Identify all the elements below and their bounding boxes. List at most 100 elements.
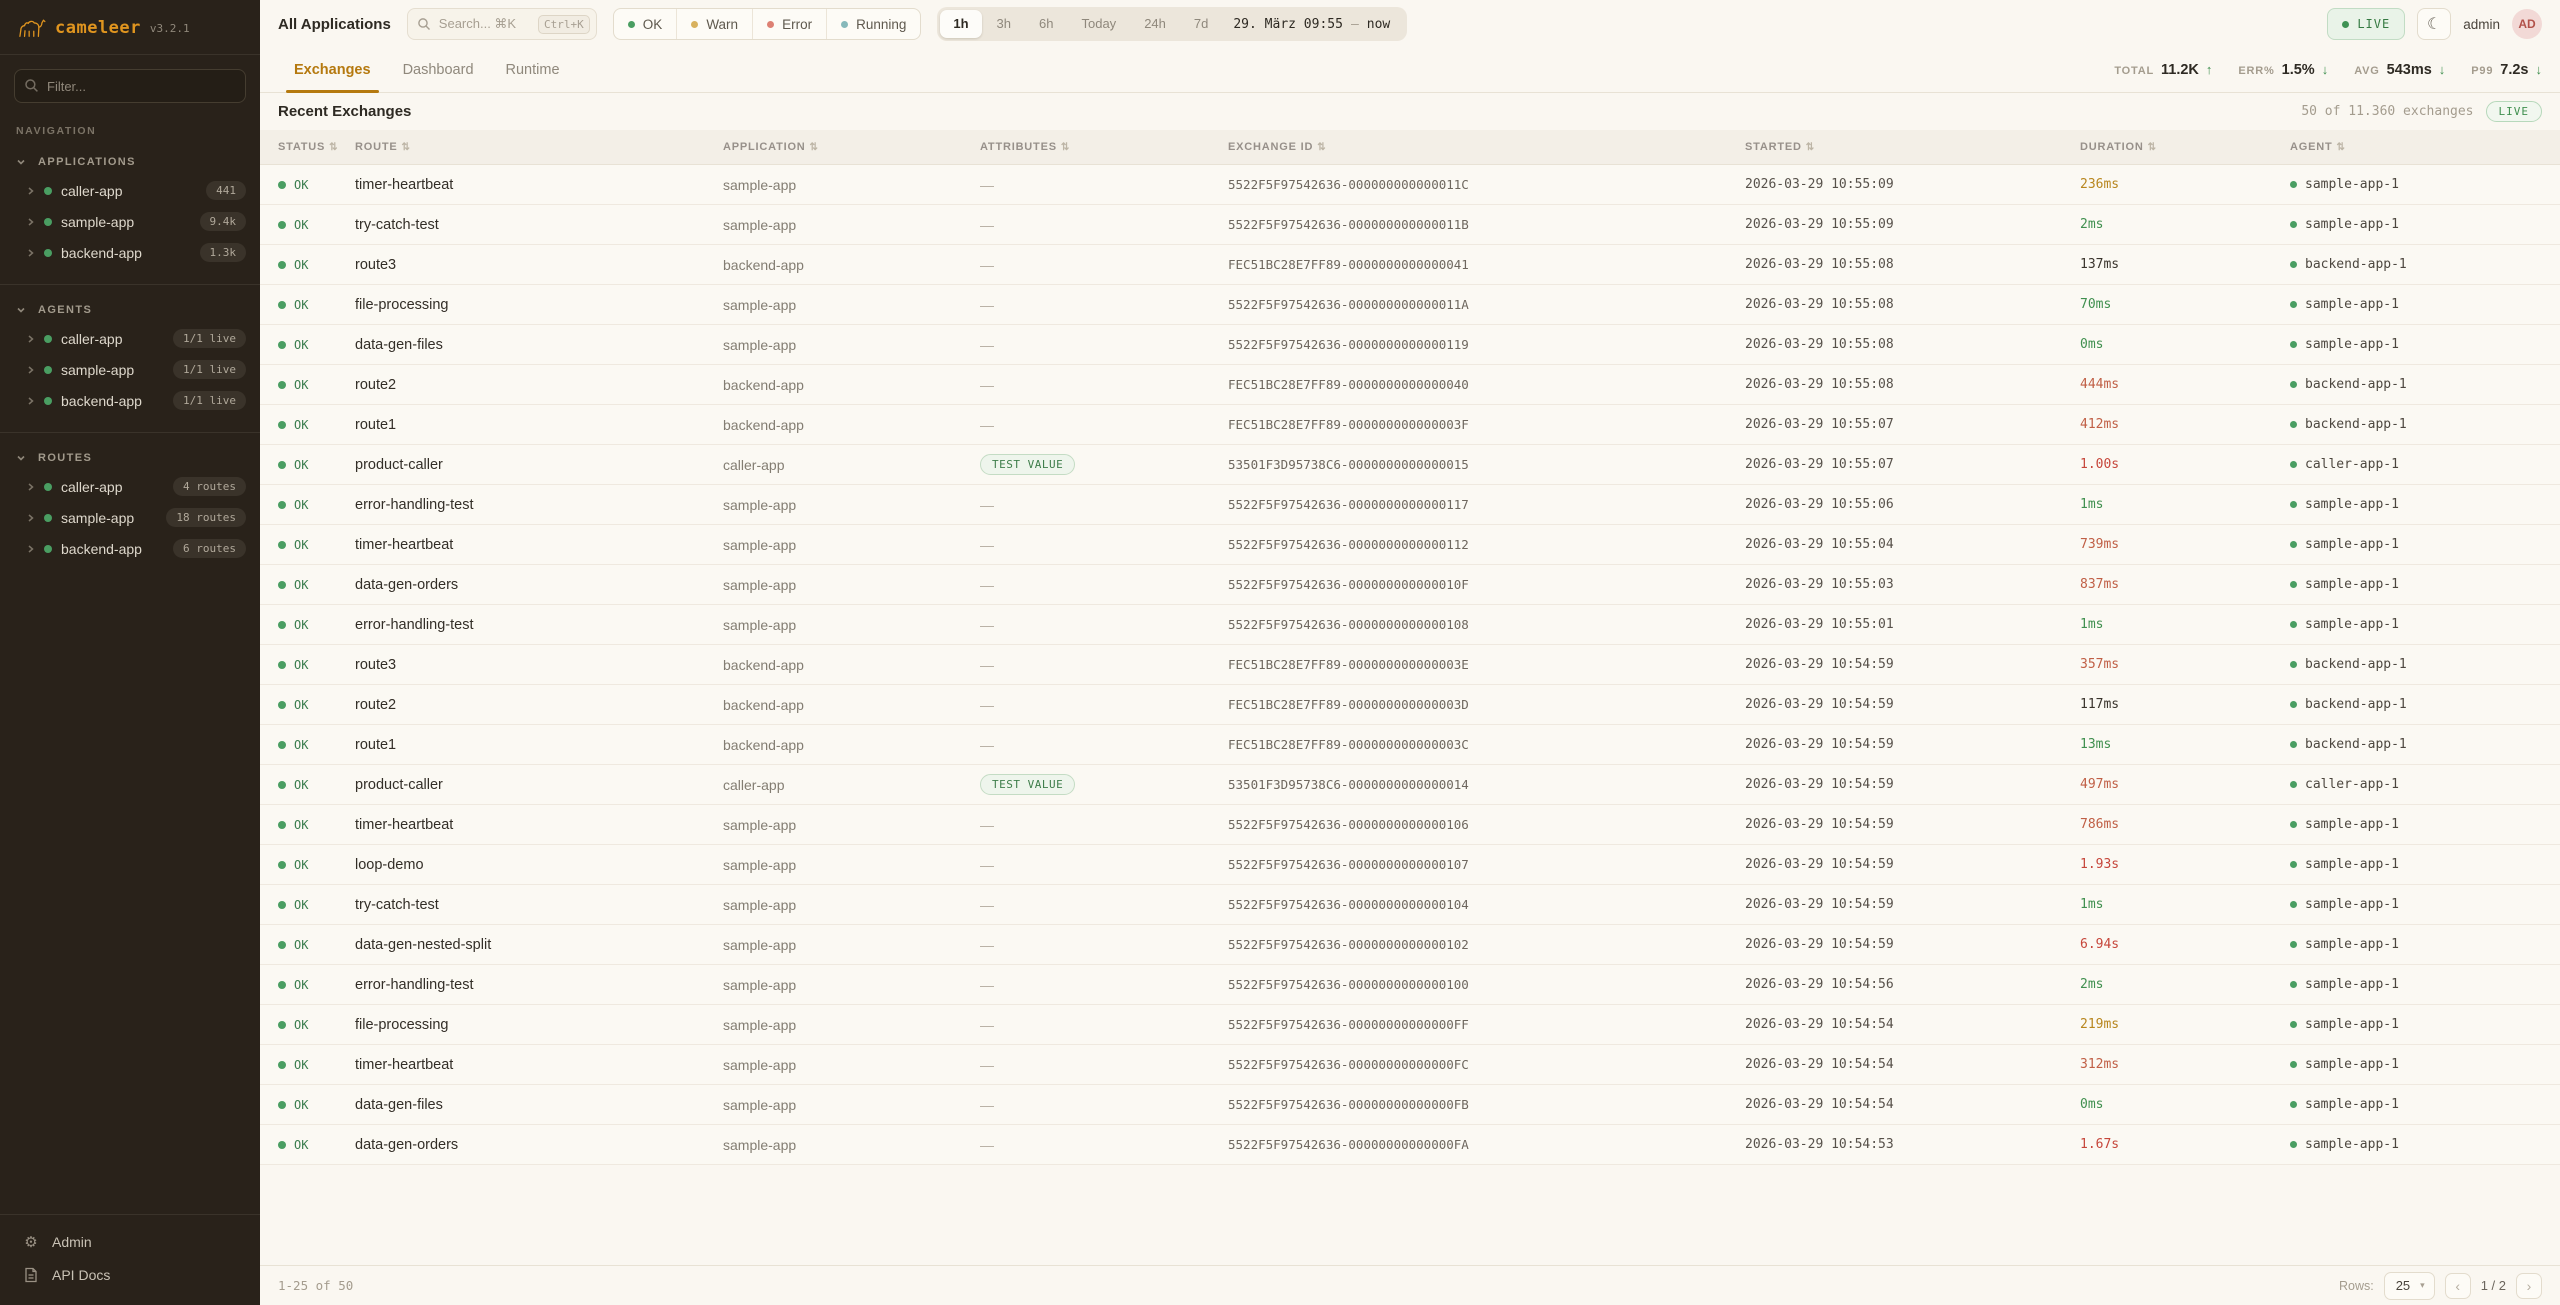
status-filter-running[interactable]: Running (826, 9, 920, 39)
attributes-cell: — (980, 176, 994, 193)
sidebar-item-backend-app[interactable]: backend-app 1/1 live (0, 385, 260, 416)
table-row[interactable]: OK file-processing sample-app — 5522F5F9… (260, 285, 2560, 325)
status-dot (44, 396, 52, 405)
sidebar-item-sample-app[interactable]: sample-app 9.4k (0, 206, 260, 237)
table-row[interactable]: OK timer-heartbeat sample-app — 5522F5F9… (260, 805, 2560, 845)
next-page-button[interactable]: › (2516, 1272, 2542, 1299)
table-row[interactable]: OK product-caller caller-app TEST VALUE … (260, 445, 2560, 485)
table-row[interactable]: OK timer-heartbeat sample-app — 5522F5F9… (260, 165, 2560, 205)
table-row[interactable]: OK try-catch-test sample-app — 5522F5F97… (260, 205, 2560, 245)
status-dot (278, 740, 286, 749)
route-cell: route3 (355, 256, 397, 273)
column-header-duration[interactable]: DURATION ⇅ (2080, 141, 2157, 153)
time-range-1h[interactable]: 1h (940, 10, 982, 38)
status-filter-ok[interactable]: OK (614, 9, 677, 39)
started-cell: 2026-03-29 10:55:08 (1745, 257, 1894, 272)
tab-runtime[interactable]: Runtime (505, 62, 560, 78)
exchange-id-cell: 5522F5F97542636-00000000000000FB (1228, 1097, 1469, 1112)
column-header-route[interactable]: ROUTE ⇅ (355, 141, 411, 153)
application-cell: sample-app (723, 296, 797, 313)
exchange-id-cell: 5522F5F97542636-00000000000000FA (1228, 1137, 1469, 1152)
column-header-status[interactable]: STATUS ⇅ (278, 141, 339, 153)
time-range-6h[interactable]: 6h (1039, 16, 1054, 31)
sidebar-item-caller-app[interactable]: caller-app 4 routes (0, 471, 260, 502)
sidebar-item-sample-app[interactable]: sample-app 1/1 live (0, 354, 260, 385)
agent-cell: backend-app-1 (2290, 697, 2560, 712)
previous-page-button[interactable]: ‹ (2444, 1272, 2471, 1299)
dark-mode-toggle[interactable]: ☾ (2417, 8, 2452, 40)
table-row[interactable]: OK timer-heartbeat sample-app — 5522F5F9… (260, 525, 2560, 565)
sidebar-item-backend-app[interactable]: backend-app 6 routes (0, 533, 260, 564)
status-cell: OK (278, 978, 355, 992)
time-range-7d[interactable]: 7d (1193, 16, 1209, 31)
table-row[interactable]: OK route2 backend-app — FEC51BC28E7FF89-… (260, 365, 2560, 405)
status-filter-error[interactable]: Error (752, 9, 826, 39)
table-row[interactable]: OK product-caller caller-app TEST VALUE … (260, 765, 2560, 805)
column-header-agent[interactable]: AGENT ⇅ (2290, 141, 2346, 153)
rows-per-page-select[interactable]: 25 ▾ (2383, 1271, 2435, 1300)
sidebar-group-agents[interactable]: AGENTS (0, 297, 260, 323)
table-row[interactable]: OK route1 backend-app — FEC51BC28E7FF89-… (260, 405, 2560, 445)
table-row[interactable]: OK file-processing sample-app — 5522F5F9… (260, 1005, 2560, 1045)
status-dot (278, 300, 286, 309)
divider (0, 54, 260, 55)
sidebar-item-api-docs[interactable]: API Docs (0, 1259, 260, 1291)
column-header-started[interactable]: STARTED ⇅ (1745, 141, 1815, 153)
route-cell: timer-heartbeat (355, 536, 454, 553)
column-header-application[interactable]: APPLICATION ⇅ (723, 141, 819, 153)
table-row[interactable]: OK data-gen-files sample-app — 5522F5F97… (260, 1085, 2560, 1125)
table-row[interactable]: OK route3 backend-app — FEC51BC28E7FF89-… (260, 245, 2560, 285)
filter-input[interactable] (14, 69, 246, 103)
route-cell: data-gen-nested-split (355, 936, 492, 953)
search-input[interactable]: Search... ⌘K Ctrl+K (406, 8, 597, 40)
live-toggle-button[interactable]: LIVE (2327, 8, 2406, 40)
sort-icon: ⇅ (809, 141, 819, 153)
sidebar-group-label: ROUTES (38, 452, 93, 464)
sidebar-item-caller-app[interactable]: caller-app 441 (0, 175, 260, 206)
table-row[interactable]: OK route2 backend-app — FEC51BC28E7FF89-… (260, 685, 2560, 725)
time-from: 29. März 09:55 (1233, 16, 1343, 32)
status-filter-warn[interactable]: Warn (676, 9, 752, 39)
sidebar-item-label: caller-app (61, 478, 123, 495)
status-cell: OK (278, 938, 355, 952)
table-row[interactable]: OK data-gen-nested-split sample-app — 55… (260, 925, 2560, 965)
table-row[interactable]: OK try-catch-test sample-app — 5522F5F97… (260, 885, 2560, 925)
table-row[interactable]: OK error-handling-test sample-app — 5522… (260, 485, 2560, 525)
tab-dashboard[interactable]: Dashboard (402, 62, 474, 78)
table-row[interactable]: OK timer-heartbeat sample-app — 5522F5F9… (260, 1045, 2560, 1085)
column-header-attributes[interactable]: ATTRIBUTES ⇅ (980, 141, 1071, 153)
sidebar-group-routes[interactable]: ROUTES (0, 445, 260, 471)
application-cell: backend-app (723, 256, 804, 273)
divider (0, 284, 260, 285)
time-range-24h[interactable]: 24h (1144, 16, 1166, 31)
time-range-display[interactable]: 29. März 09:55 — now (1223, 17, 1404, 32)
stat: AVG 543ms ↓ (2354, 62, 2445, 78)
sidebar-item-admin[interactable]: ⚙ Admin (0, 1225, 260, 1259)
avatar[interactable]: AD (2512, 9, 2542, 39)
time-range-today[interactable]: Today (1081, 16, 1117, 31)
column-header-exchange-id[interactable]: EXCHANGE ID ⇅ (1228, 141, 1327, 153)
stat-label: P99 (2471, 65, 2494, 77)
tab-exchanges[interactable]: Exchanges (278, 48, 387, 93)
table-row[interactable]: OK data-gen-orders sample-app — 5522F5F9… (260, 565, 2560, 605)
sidebar-item-sample-app[interactable]: sample-app 18 routes (0, 502, 260, 533)
sidebar-group-applications[interactable]: APPLICATIONS (0, 149, 260, 175)
sidebar-item-backend-app[interactable]: backend-app 1.3k (0, 237, 260, 268)
route-cell: product-caller (355, 776, 443, 793)
duration-cell: 1.93s (2080, 857, 2120, 872)
table-row[interactable]: OK route1 backend-app — FEC51BC28E7FF89-… (260, 725, 2560, 765)
exchange-id-cell: FEC51BC28E7FF89-000000000000003C (1228, 737, 1469, 752)
status-cell: OK (278, 218, 355, 232)
sidebar-item-caller-app[interactable]: caller-app 1/1 live (0, 323, 260, 354)
sidebar-group: APPLICATIONS caller-app 441 sample-app 9… (0, 143, 260, 278)
table-row[interactable]: OK route3 backend-app — FEC51BC28E7FF89-… (260, 645, 2560, 685)
agent-cell: sample-app-1 (2290, 857, 2560, 872)
table-row[interactable]: OK loop-demo sample-app — 5522F5F9754263… (260, 845, 2560, 885)
started-cell: 2026-03-29 10:54:54 (1745, 1097, 1894, 1112)
table-row[interactable]: OK data-gen-files sample-app — 5522F5F97… (260, 325, 2560, 365)
table-row[interactable]: OK data-gen-orders sample-app — 5522F5F9… (260, 1125, 2560, 1165)
table-row[interactable]: OK error-handling-test sample-app — 5522… (260, 965, 2560, 1005)
time-range-3h[interactable]: 3h (996, 16, 1012, 31)
started-cell: 2026-03-29 10:54:56 (1745, 977, 1894, 992)
table-row[interactable]: OK error-handling-test sample-app — 5522… (260, 605, 2560, 645)
